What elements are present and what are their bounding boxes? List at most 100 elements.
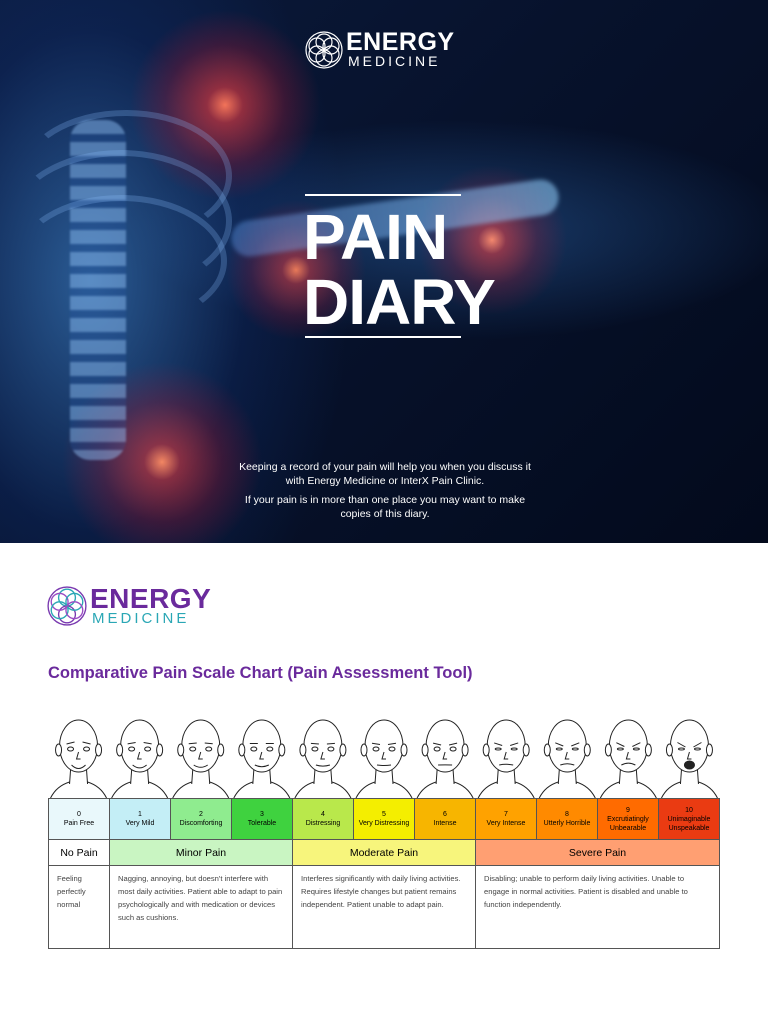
rib-graphic bbox=[20, 110, 232, 242]
title-line: PAIN bbox=[303, 201, 448, 273]
face-nose bbox=[75, 751, 81, 760]
title-rule bbox=[305, 194, 461, 196]
scale-label: Very Intense bbox=[486, 820, 526, 827]
scale-label: Utterly Horrible bbox=[543, 820, 591, 827]
face-shoulders bbox=[111, 781, 169, 798]
pain-scale-table: 0 Pain Free 1 Very Mild 2 Discomforting 3 Toler… bbox=[48, 798, 720, 949]
face-mouth bbox=[621, 762, 636, 766]
scale-label: Very Mild bbox=[125, 820, 155, 827]
face-neck bbox=[252, 769, 272, 785]
intro: Keeping a record of your pain will help … bbox=[230, 460, 540, 526]
face-ear bbox=[217, 743, 225, 757]
scale-number: 2 bbox=[199, 811, 203, 818]
logo: ENERGY MEDICINE bbox=[46, 583, 236, 631]
face-ear bbox=[95, 743, 103, 757]
logo-icon bbox=[47, 586, 87, 626]
face-mouth bbox=[254, 764, 270, 768]
rib-graphic bbox=[10, 150, 232, 292]
face-nose bbox=[136, 751, 142, 760]
face-mouth bbox=[560, 763, 575, 766]
face-ear bbox=[583, 743, 591, 757]
scale-label: Discomforting bbox=[179, 820, 223, 827]
logo-line2: MEDICINE bbox=[348, 53, 441, 69]
scale-cell: 5 Very Distressing bbox=[353, 798, 415, 840]
face-mouth bbox=[499, 763, 514, 766]
scale-number: 7 bbox=[504, 811, 508, 818]
face bbox=[416, 719, 474, 798]
face-eye bbox=[449, 746, 457, 752]
scale-number: 6 bbox=[443, 811, 447, 818]
faces bbox=[50, 719, 718, 798]
group-description: Nagging, annoying, but doesn't interfere… bbox=[109, 865, 293, 949]
scale-cell: 7 Very Intense bbox=[475, 798, 537, 840]
face-shoulders bbox=[416, 781, 474, 798]
face-head bbox=[120, 719, 160, 773]
scale-label: Unimaginable Unspeakable bbox=[667, 815, 711, 832]
face-head bbox=[242, 719, 282, 773]
face bbox=[538, 719, 596, 798]
group-description: Interferes significantly with daily livi… bbox=[292, 865, 476, 949]
face-ear bbox=[55, 743, 63, 757]
face-brow bbox=[432, 742, 458, 746]
face-neck bbox=[313, 769, 333, 785]
scale-cell: 8 Utterly Horrible bbox=[536, 798, 598, 840]
group-description: Feeling perfectly normal bbox=[48, 865, 110, 949]
face-ear bbox=[299, 743, 307, 757]
face-shoulders bbox=[50, 781, 107, 798]
face-ear bbox=[461, 743, 469, 757]
face-eye bbox=[128, 746, 136, 752]
face-neck bbox=[435, 769, 455, 785]
face bbox=[50, 719, 107, 798]
face-eye bbox=[266, 746, 274, 752]
face-eye bbox=[67, 746, 75, 752]
scale-cell: 10 Unimaginable Unspeakable bbox=[658, 798, 720, 840]
scale-cell: 6 Intense bbox=[414, 798, 476, 840]
face-eye bbox=[510, 747, 518, 751]
face-head bbox=[425, 719, 465, 773]
face-ear bbox=[522, 743, 530, 757]
scale-number: 0 bbox=[77, 811, 81, 818]
face-head bbox=[303, 719, 343, 773]
face-eye bbox=[205, 746, 213, 752]
face-eye bbox=[677, 747, 685, 751]
face bbox=[294, 719, 352, 798]
face bbox=[172, 719, 230, 798]
group-name: No Pain bbox=[48, 839, 110, 866]
scale-label: Very Distressing bbox=[358, 820, 410, 827]
face-shoulders bbox=[538, 781, 596, 798]
face-brow bbox=[310, 742, 335, 745]
face bbox=[661, 719, 718, 798]
scale-label: Excrutiatingly Unbearable bbox=[607, 815, 649, 832]
scale-cell: 1 Very Mild bbox=[109, 798, 171, 840]
face-mouth bbox=[376, 764, 392, 766]
group-name: Severe Pain bbox=[475, 839, 720, 866]
scale-label: Tolerable bbox=[247, 820, 277, 827]
face-eye bbox=[189, 746, 197, 752]
face-neck bbox=[679, 769, 699, 785]
face-eye bbox=[616, 747, 624, 751]
face-shoulders bbox=[661, 781, 718, 798]
face-nose bbox=[625, 751, 631, 760]
face-eye bbox=[83, 746, 91, 752]
face-eye bbox=[571, 747, 579, 751]
face-shoulders bbox=[477, 781, 535, 798]
scale-number: 1 bbox=[138, 811, 142, 818]
scale-number: 9 bbox=[626, 806, 630, 814]
face-ear bbox=[339, 743, 347, 757]
face-ear bbox=[177, 743, 185, 757]
face-eye bbox=[372, 746, 380, 752]
face-shoulders bbox=[355, 781, 413, 798]
scale-cell: 3 Tolerable bbox=[231, 798, 293, 840]
face-shoulders bbox=[599, 781, 657, 798]
face-eye bbox=[433, 746, 441, 752]
face-ear bbox=[543, 743, 551, 757]
face-head bbox=[364, 719, 404, 773]
face-nose bbox=[564, 751, 570, 760]
scale-number: 10 bbox=[685, 806, 693, 814]
face-nose bbox=[503, 751, 509, 760]
face-mouth bbox=[71, 764, 86, 769]
face bbox=[233, 719, 291, 798]
face-brow bbox=[127, 742, 152, 745]
face-ear bbox=[238, 743, 246, 757]
scale-label: Pain Free bbox=[63, 820, 95, 827]
